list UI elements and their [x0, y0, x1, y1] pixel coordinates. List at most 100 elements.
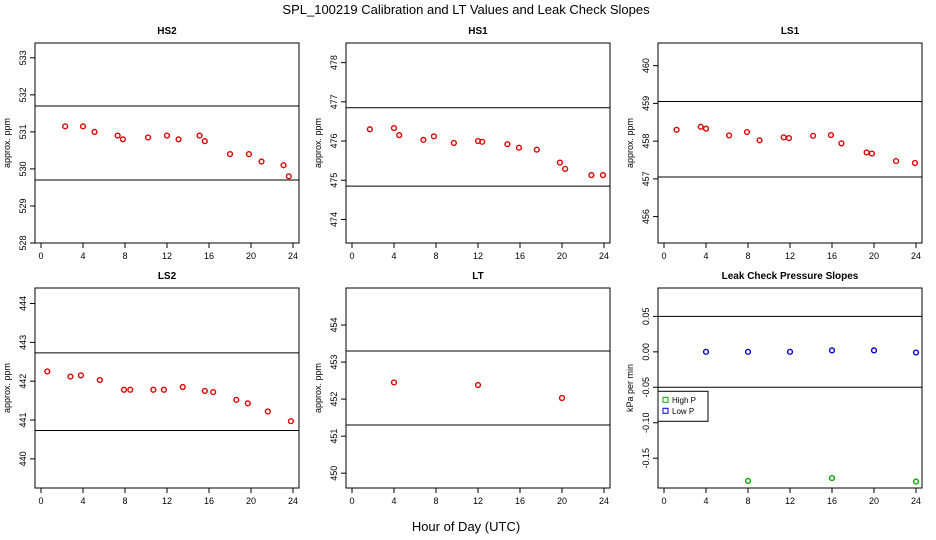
data-point	[390, 379, 398, 386]
data-point	[827, 131, 835, 139]
panel-ls1: LS1 0 4 8 12 16 20 24 456 457 458 459 460 approx. ppm	[625, 26, 923, 261]
data-point	[44, 368, 51, 375]
data-point	[697, 123, 704, 130]
data-point	[245, 151, 253, 158]
y-tick-label: 0.00	[641, 343, 651, 361]
y-tick-label: -0.10	[641, 412, 651, 433]
data-point	[744, 477, 752, 485]
data-point	[91, 128, 98, 135]
data-point	[515, 144, 523, 151]
x-tick-label: 20	[557, 496, 567, 506]
x-tick-label: 4	[391, 251, 396, 261]
data-point	[287, 418, 295, 425]
figure-title: SPL_100219 Calibration and LT Values and…	[282, 2, 650, 17]
plot-frame	[657, 42, 923, 244]
data-point	[179, 383, 186, 391]
x-tick-label: 12	[473, 251, 483, 261]
panel-hs1: HS1 0 4 8 12 16 20 24 474 475 476 477 478 approx. ppm	[313, 26, 611, 261]
x-tick-label: 0	[349, 251, 354, 261]
y-tick-label: 460	[641, 58, 651, 73]
data-point	[396, 132, 403, 139]
y-tick-label: 458	[641, 134, 651, 149]
y-tick-label: 457	[641, 171, 651, 186]
data-point	[62, 123, 69, 130]
y-tick-label: 0.05	[641, 308, 651, 326]
y-tick-label: 459	[641, 96, 651, 111]
data-point	[828, 474, 836, 482]
data-point	[756, 137, 763, 144]
data-point	[390, 124, 398, 132]
x-tick-label: 16	[515, 251, 525, 261]
y-tick-label: 440	[18, 451, 28, 466]
y-axis-label: kPa per min	[625, 364, 635, 412]
legend-label: High P	[672, 396, 696, 405]
data-point	[119, 136, 127, 143]
x-tick-label: 0	[38, 496, 43, 506]
x-tick-label: 0	[349, 496, 354, 506]
y-tick-label: 444	[18, 296, 28, 311]
panel-title: Leak Check Pressure Slopes	[722, 271, 859, 282]
panel-ls2: LS2 0 4 8 12 16 20 24 440 441 442 443 444 approx. ppm	[2, 271, 300, 506]
data-point	[479, 138, 486, 145]
y-axis-label: approx. ppm	[2, 118, 12, 168]
data-point	[702, 348, 710, 355]
x-tick-label: 4	[80, 251, 85, 261]
data-point	[912, 349, 920, 356]
y-tick-label: -0.05	[641, 377, 651, 398]
data-point	[558, 394, 566, 402]
y-axis-label: approx. ppm	[2, 363, 12, 413]
data-point	[870, 347, 878, 354]
y-tick-label: 474	[329, 212, 339, 227]
x-tick-label: 8	[745, 251, 750, 261]
y-tick-label: 475	[329, 173, 339, 188]
x-tick-label: 24	[599, 496, 609, 506]
data-point	[280, 162, 287, 169]
data-point	[863, 149, 870, 156]
x-tick-label: 24	[911, 496, 921, 506]
data-point	[175, 136, 182, 143]
data-point	[780, 134, 787, 141]
data-point	[599, 172, 607, 179]
data-point	[504, 141, 511, 148]
x-tick-label: 4	[703, 496, 708, 506]
y-tick-label: 477	[329, 94, 339, 109]
y-tick-label: -0.15	[641, 448, 651, 469]
x-tick-label: 8	[433, 496, 438, 506]
x-tick-label: 8	[122, 496, 127, 506]
x-tick-label: 24	[288, 496, 298, 506]
x-tick-label: 16	[204, 496, 214, 506]
y-tick-label: 529	[18, 198, 28, 213]
data-point	[127, 386, 134, 393]
data-point	[474, 381, 482, 389]
x-tick-label: 16	[204, 251, 214, 261]
x-tick-label: 12	[785, 251, 795, 261]
data-point	[673, 126, 680, 133]
data-point	[244, 400, 251, 407]
data-point	[892, 158, 900, 165]
x-tick-label: 0	[661, 496, 666, 506]
y-tick-label: 531	[18, 124, 28, 139]
y-tick-label: 530	[18, 161, 28, 176]
legend-box	[657, 390, 709, 422]
x-tick-label: 8	[122, 251, 127, 261]
plot-frame	[34, 287, 300, 489]
x-tick-label: 12	[162, 496, 172, 506]
x-tick-label: 0	[661, 251, 666, 261]
data-point	[145, 134, 152, 141]
data-point	[420, 136, 427, 143]
data-point	[264, 408, 271, 415]
x-tick-label: 20	[869, 251, 879, 261]
plot-frame	[34, 42, 300, 244]
y-axis-label: approx. ppm	[625, 118, 635, 168]
x-tick-label: 20	[557, 251, 567, 261]
y-tick-label: 533	[18, 50, 28, 65]
x-tick-label: 4	[80, 496, 85, 506]
data-point	[838, 140, 845, 147]
data-point	[912, 478, 920, 485]
panel-title: LT	[472, 271, 483, 282]
data-point	[96, 376, 103, 384]
x-tick-label: 24	[911, 251, 921, 261]
panel-lt: LT 0 4 8 12 16 20 24 450 451 452 453 454 approx. ppm	[313, 271, 611, 506]
panel-title: HS2	[157, 26, 177, 37]
